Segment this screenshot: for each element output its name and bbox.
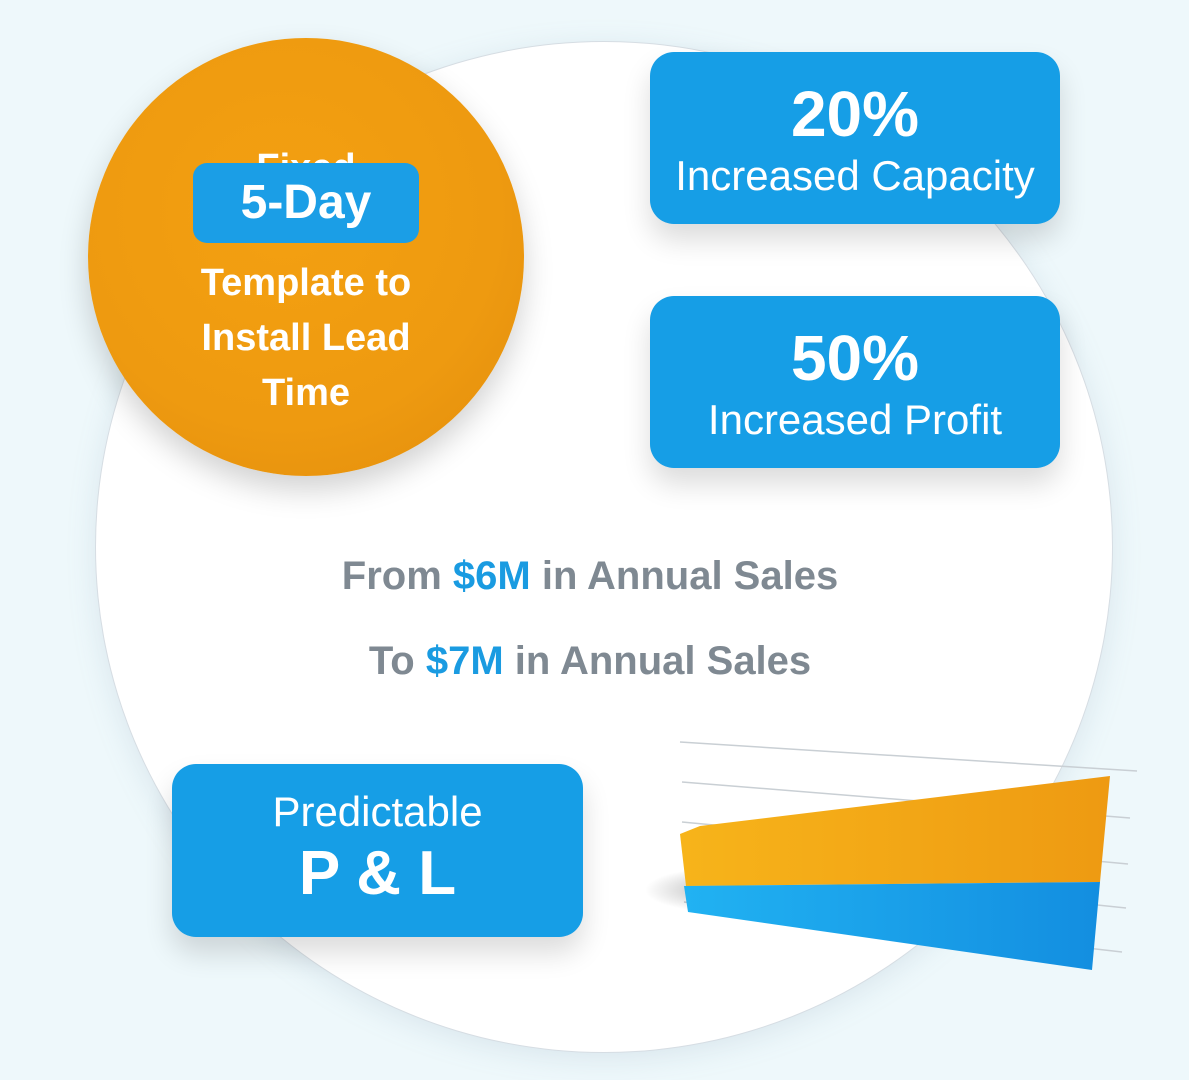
sales-from-prefix: From (341, 554, 442, 598)
profit-value: 50% (790, 322, 920, 394)
gridline (679, 741, 1138, 772)
pl-box: Predictable P & L (172, 764, 583, 937)
orange-ribbon (680, 776, 1110, 886)
circle-line-time: Time (261, 372, 350, 414)
growth-ribbon-graphic (645, 741, 1138, 970)
pl-predictable-label: Predictable (272, 788, 483, 835)
circle-description: Template to Install Lead Time (88, 256, 524, 421)
sales-to-suffix: in Annual Sales (514, 639, 812, 683)
sales-to-value: $7M (425, 639, 504, 683)
profit-stat-box: 50% Increased Profit (650, 296, 1060, 468)
capacity-value: 20% (790, 78, 920, 150)
blue-ribbon (684, 882, 1100, 970)
sales-to-line: To $7M in Annual Sales (150, 636, 1030, 686)
lead-time-circle: Fixed 5-Day Template to Install Lead Tim… (88, 38, 524, 476)
profit-label: Increased Profit (707, 396, 1003, 443)
sales-from-suffix: in Annual Sales (541, 554, 839, 598)
sales-to-prefix: To (368, 639, 415, 683)
capacity-label: Increased Capacity (675, 152, 1035, 199)
five-day-badge: 5-Day (193, 163, 419, 243)
capacity-stat-box: 20% Increased Capacity (650, 52, 1060, 224)
sales-from-line: From $6M in Annual Sales (150, 551, 1030, 601)
sales-from-value: $6M (452, 554, 531, 598)
pl-main-label: P & L (298, 839, 457, 908)
circle-line-template: Template to (200, 262, 412, 304)
circle-line-install: Install Lead (201, 317, 411, 359)
